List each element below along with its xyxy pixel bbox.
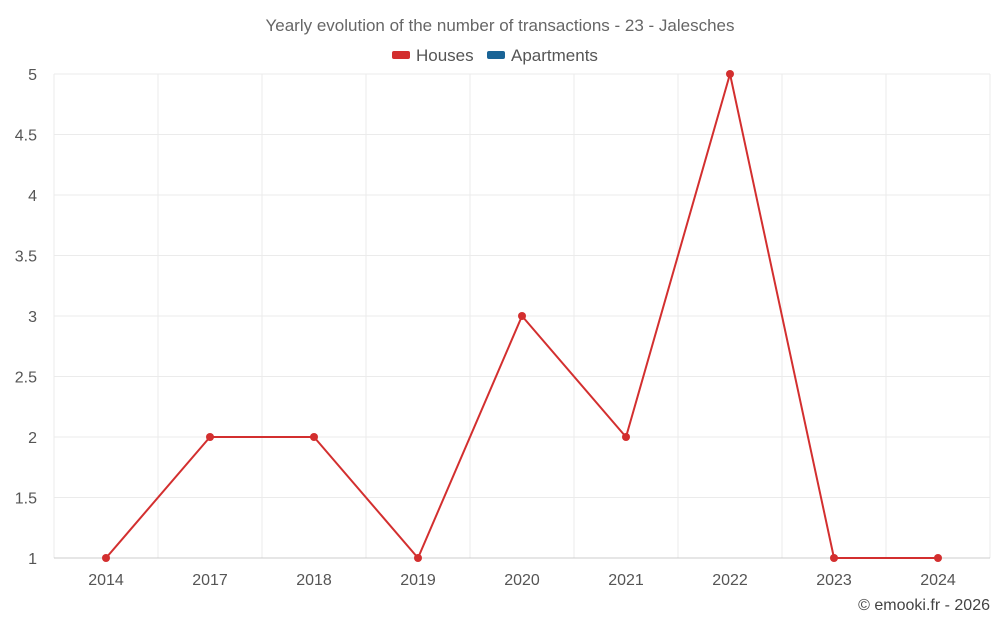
x-tick-label-2024: 2024	[920, 572, 956, 589]
data-point-houses-2022[interactable]	[726, 70, 734, 78]
chart-title: Yearly evolution of the number of transa…	[265, 16, 734, 35]
x-tick-label-2020: 2020	[504, 572, 540, 589]
legend-item-houses[interactable]: Houses	[392, 46, 474, 65]
y-tick-label: 2	[28, 430, 37, 447]
y-tick-label: 1.5	[15, 491, 37, 508]
data-point-houses-2019[interactable]	[414, 554, 422, 562]
x-tick-label-2018: 2018	[296, 572, 332, 589]
data-point-houses-2024[interactable]	[934, 554, 942, 562]
x-tick-label-2019: 2019	[400, 572, 436, 589]
y-tick-label: 3	[28, 309, 37, 326]
data-point-houses-2018[interactable]	[310, 433, 318, 441]
data-point-houses-2020[interactable]	[518, 312, 526, 320]
legend-swatch-apartments	[487, 51, 505, 59]
y-tick-label: 2.5	[15, 370, 37, 387]
data-point-houses-2014[interactable]	[102, 554, 110, 562]
y-tick-label: 1	[28, 551, 37, 568]
legend-swatch-houses	[392, 51, 410, 59]
data-point-houses-2017[interactable]	[206, 433, 214, 441]
y-tick-label: 5	[28, 67, 37, 84]
legend: Houses Apartments	[392, 46, 598, 65]
credit-text: © emooki.fr - 2026	[858, 597, 990, 614]
y-tick-label: 4	[28, 188, 37, 205]
legend-label-houses: Houses	[416, 46, 474, 65]
data-point-houses-2023[interactable]	[830, 554, 838, 562]
x-tick-label-2017: 2017	[192, 572, 228, 589]
data-point-houses-2021[interactable]	[622, 433, 630, 441]
y-tick-label: 4.5	[15, 128, 37, 145]
x-tick-label-2021: 2021	[608, 572, 644, 589]
y-tick-label: 3.5	[15, 249, 37, 266]
x-tick-label-2022: 2022	[712, 572, 748, 589]
legend-label-apartments: Apartments	[511, 46, 598, 65]
x-tick-label-2014: 2014	[88, 572, 124, 589]
legend-item-apartments[interactable]: Apartments	[487, 46, 598, 65]
x-tick-label-2023: 2023	[816, 572, 852, 589]
